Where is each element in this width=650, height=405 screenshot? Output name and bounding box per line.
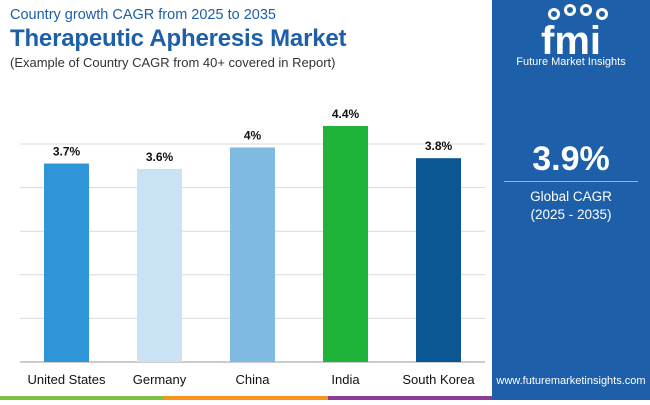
sidebar-panel: fmi Future Market Insights 3.9% Global C… [492, 0, 650, 400]
chart-note: (Example of Country CAGR from 40+ covere… [10, 55, 336, 70]
bar-united-states [44, 163, 89, 362]
chart-header: Country growth CAGR from 2025 to 2035 Th… [10, 6, 490, 71]
x-tick-label: Germany [133, 372, 187, 387]
bar-chart-svg: 3.7% United States 3.6% Germany 4% China 4.4% I… [20, 107, 485, 387]
data-label: 4% [244, 128, 262, 142]
chart-subtitle: Country growth CAGR from 2025 to 2035 [10, 7, 276, 23]
stripe-green [0, 396, 164, 400]
data-label: 3.6% [146, 150, 174, 164]
logo-text: fmi [541, 19, 601, 60]
x-tick-label: United States [27, 372, 106, 387]
stripe-orange [164, 396, 328, 400]
bar-germany [137, 168, 182, 362]
data-label: 4.4% [332, 107, 360, 121]
brand-name: Future Market Insights [516, 56, 626, 68]
data-label: 3.8% [425, 139, 453, 153]
bar-south-korea [416, 158, 461, 362]
global-cagr-label: Global CAGR (2025 - 2035) [492, 188, 650, 224]
stripe-purple [328, 396, 492, 400]
bar-india [323, 126, 368, 362]
x-tick-label: South Korea [402, 372, 475, 387]
x-tick-label: China [236, 372, 271, 387]
chart-title: Therapeutic Apheresis Market [10, 25, 347, 52]
bottom-color-stripe [0, 396, 492, 400]
bar-china [230, 147, 275, 362]
stat-divider [504, 181, 638, 182]
global-cagr-value: 3.9% [532, 140, 610, 178]
data-label: 3.7% [53, 145, 81, 159]
x-tick-label: India [331, 372, 360, 387]
bar-chart: 3.7% United States 3.6% Germany 4% China 4.4% I… [0, 90, 490, 400]
global-cagr-period: (2025 - 2035) [530, 207, 612, 222]
fmi-logo: fmi [492, 0, 650, 80]
website-url: www.futuremarketinsights.com [496, 375, 646, 387]
global-cagr-label-line1: Global CAGR [530, 189, 612, 204]
fmi-logo-icon: fmi [541, 4, 608, 63]
